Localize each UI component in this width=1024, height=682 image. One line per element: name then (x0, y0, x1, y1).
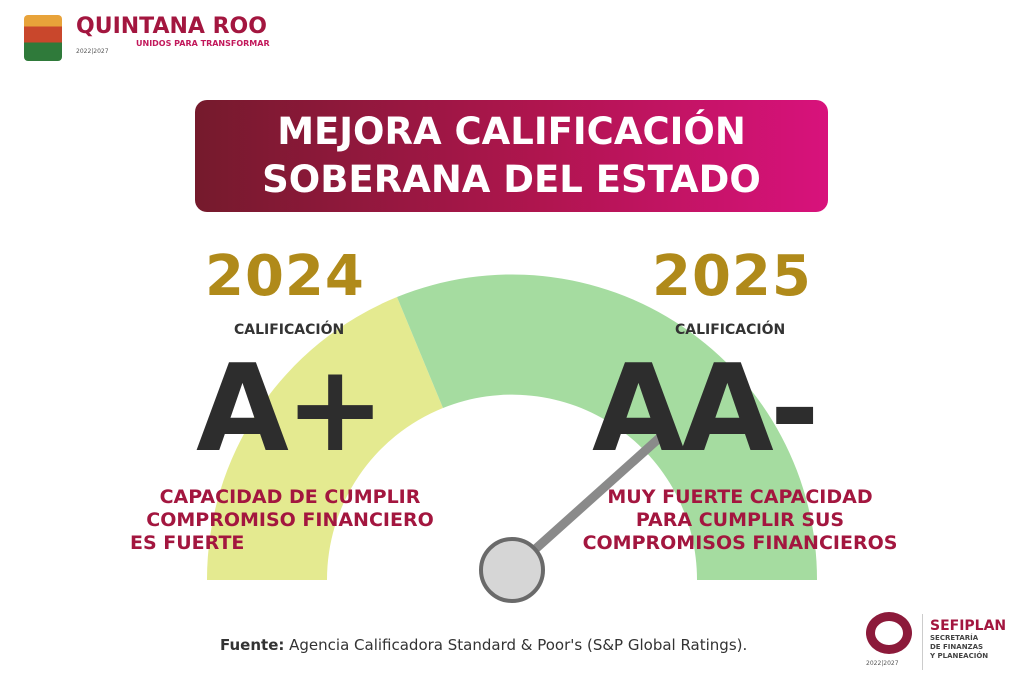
year-2025: 2025 (652, 244, 812, 309)
sefiplan-q-logo-icon (866, 612, 912, 654)
year-2024: 2024 (205, 244, 365, 309)
desc-line: COMPROMISO FINANCIERO (146, 509, 434, 531)
quintana-roo-logo: QUINTANA ROO UNIDOS PARA TRANSFORMAR 202… (76, 14, 270, 55)
desc-line: ES FUERTE (130, 532, 245, 554)
gauge-knob (479, 537, 545, 603)
left-label: CALIFICACIÓN (234, 322, 345, 338)
desc-line: COMPROMISOS FINANCIEROS (582, 532, 898, 554)
grade-2025: AA- (592, 340, 820, 479)
state-coat-of-arms-icon (24, 15, 62, 61)
source-label: Fuente: (220, 636, 285, 654)
logo-years: 2022|2027 (76, 48, 109, 55)
title-line-1: MEJORA CALIFICACIÓN (277, 110, 746, 153)
gauge-low-segment (206, 297, 443, 580)
desc-line: MUY FUERTE CAPACIDAD (607, 486, 873, 508)
desc-line: CAPACIDAD DE CUMPLIR (159, 486, 421, 508)
title-line-2: SOBERANA DEL ESTADO (262, 158, 761, 201)
left-description: CAPACIDAD DE CUMPLIR COMPROMISO FINANCIE… (120, 486, 460, 555)
sefiplan-sub: SECRETARÍA (930, 634, 979, 642)
gauge-needle (507, 427, 671, 575)
grade-2024: A+ (196, 340, 385, 479)
right-label: CALIFICACIÓN (675, 322, 786, 338)
desc-line: PARA CUMPLIR SUS (635, 509, 845, 531)
gauge-high-segment (397, 274, 818, 580)
sefiplan-sub: Y PLANEACIÓN (930, 652, 989, 660)
logo-tagline: UNIDOS PARA TRANSFORMAR (136, 39, 270, 48)
logo-title: QUINTANA ROO (76, 14, 267, 39)
sefiplan-sub: DE FINANZAS (930, 643, 984, 651)
title-banner: MEJORA CALIFICACIÓN SOBERANA DEL ESTADO (195, 100, 828, 212)
right-description: MUY FUERTE CAPACIDAD PARA CUMPLIR SUS CO… (570, 486, 910, 555)
sefiplan-years: 2022|2027 (866, 660, 899, 667)
sefiplan-logo: SEFIPLAN SECRETARÍA DE FINANZAS Y PLANEA… (930, 618, 1006, 661)
divider (922, 614, 923, 670)
source-note: Fuente: Agencia Calificadora Standard & … (220, 636, 747, 654)
sefiplan-name: SEFIPLAN (930, 618, 1007, 634)
source-text: Agencia Calificadora Standard & Poor's (… (284, 636, 748, 654)
